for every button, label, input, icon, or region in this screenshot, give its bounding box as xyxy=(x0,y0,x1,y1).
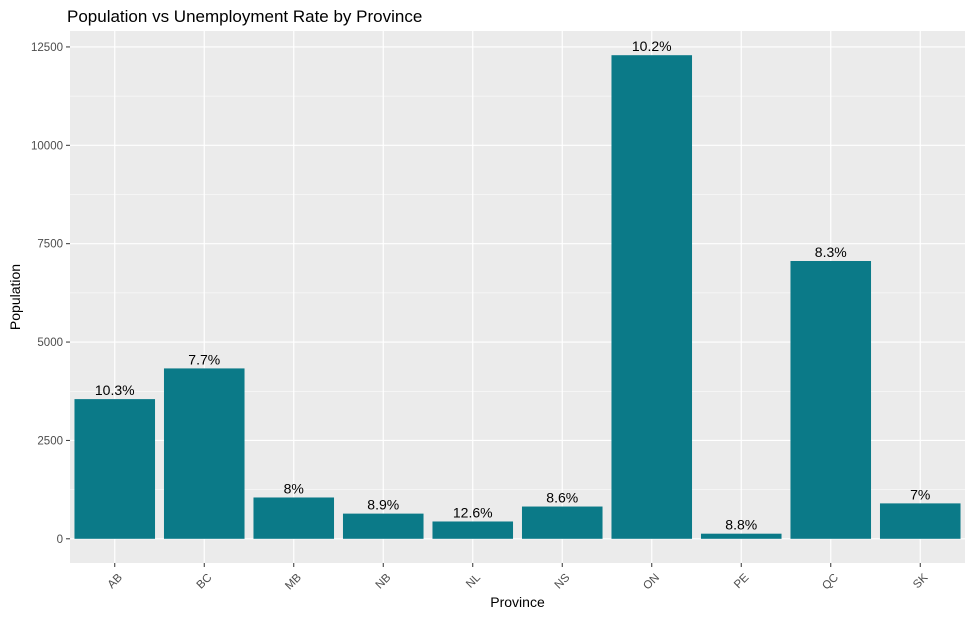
data-label-on: 10.2% xyxy=(632,38,672,54)
x-axis: AB BC MB NB NL NS ON PE QC SK xyxy=(106,563,931,592)
bar-bc xyxy=(163,368,245,539)
data-labels: 10.3% 7.7% 8% 8.9% 12.6% 8.6% 10.2% 8.8% 8.3% 7% xyxy=(95,38,930,532)
y-tick-label: 7500 xyxy=(37,239,63,251)
x-tick-label: SK xyxy=(911,571,931,591)
y-tick-label: 10000 xyxy=(31,140,63,152)
bar-qc xyxy=(790,260,872,539)
x-tick-label: NB xyxy=(374,572,394,592)
y-tick-label: 2500 xyxy=(37,435,63,447)
data-label-ab: 10.3% xyxy=(95,382,135,398)
x-tick-label: BC xyxy=(195,572,215,592)
x-axis-title: Province xyxy=(490,594,545,610)
bar-pe xyxy=(700,533,782,539)
data-label-ns: 8.6% xyxy=(546,490,578,506)
data-label-bc: 7.7% xyxy=(188,351,220,367)
data-label-sk: 7% xyxy=(910,486,930,502)
bar-nb xyxy=(342,513,424,539)
x-tick-label: MB xyxy=(283,571,304,592)
bar-nl xyxy=(432,521,514,539)
chart-title: Population vs Unemployment Rate by Provi… xyxy=(67,7,422,26)
data-label-nb: 8.9% xyxy=(367,497,399,513)
y-axis: 0 2500 5000 7500 10000 12500 xyxy=(31,42,70,546)
x-tick-label: QC xyxy=(820,572,841,593)
bar-on xyxy=(611,55,693,539)
bar-sk xyxy=(879,503,961,539)
y-axis-title: Population xyxy=(7,264,23,330)
x-tick-label: PE xyxy=(732,571,752,591)
bar-mb xyxy=(253,497,335,539)
x-tick-label: NS xyxy=(553,572,573,592)
bars xyxy=(74,55,961,539)
data-label-qc: 8.3% xyxy=(815,244,847,260)
bar-ns xyxy=(521,506,603,539)
bar-ab xyxy=(74,399,156,539)
x-tick-label: NL xyxy=(464,571,483,590)
x-tick-label: ON xyxy=(641,572,662,593)
y-tick-label: 12500 xyxy=(31,42,63,54)
data-label-nl: 12.6% xyxy=(453,504,493,520)
data-label-pe: 8.8% xyxy=(725,517,757,533)
x-tick-label: AB xyxy=(106,571,126,591)
y-tick-label: 0 xyxy=(57,534,63,546)
data-label-mb: 8% xyxy=(284,480,304,496)
y-tick-label: 5000 xyxy=(37,337,63,349)
